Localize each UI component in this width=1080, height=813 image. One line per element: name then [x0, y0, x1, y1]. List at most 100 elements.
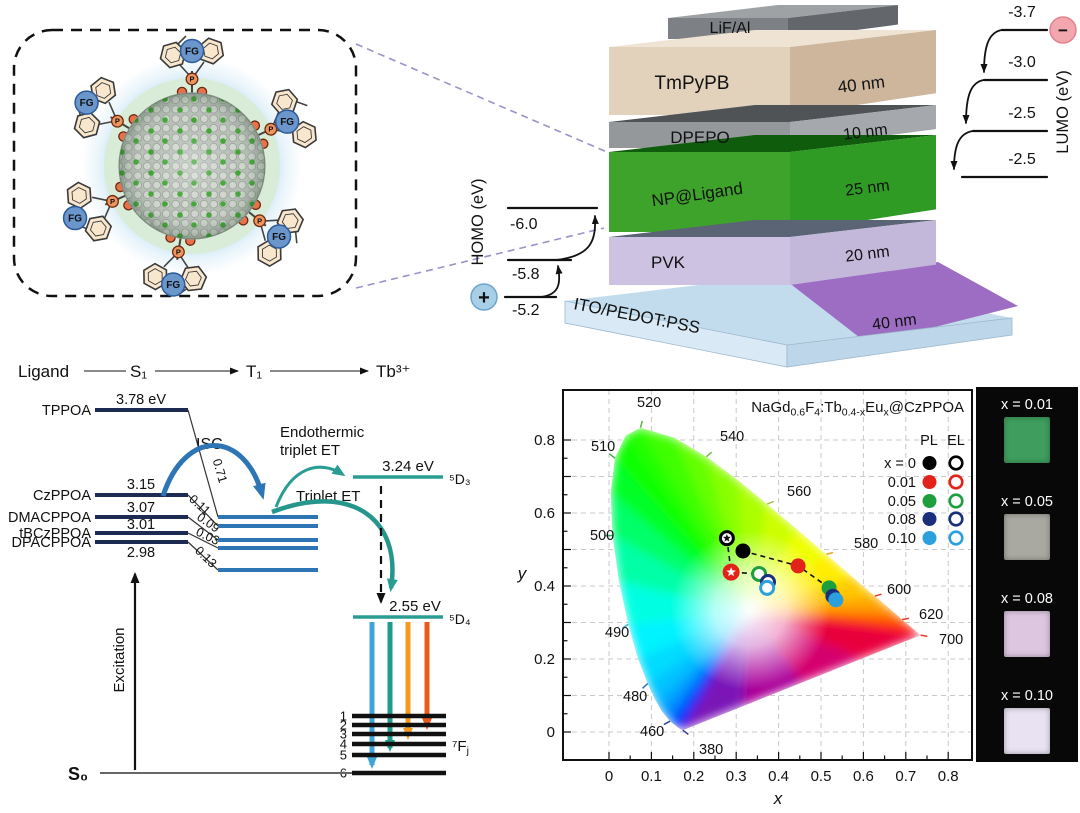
fg-label: FG: [166, 280, 180, 291]
d3-term: ⁵D₃: [449, 471, 471, 487]
zoom-connector-bottom: [355, 227, 605, 289]
y-tick-label: 0.2: [534, 651, 555, 668]
fg-label: FG: [272, 232, 286, 243]
header-tb: Tb³⁺: [376, 362, 410, 381]
s1-level-name: TPPOA: [42, 403, 91, 419]
fj-label: ⁷Fj: [452, 738, 469, 757]
plot-border: [562, 389, 973, 761]
s1-level-energy: 3.78 eV: [116, 392, 166, 408]
wavelength-tick: [902, 617, 910, 621]
energy-diagram: Ligand S₁ T₁ Tb³⁺ TPPOA 3.78 eV CzPPOA 3.15…: [8, 362, 471, 784]
lumo-value-3: -2.5: [1008, 151, 1036, 168]
header-s1: S₁: [130, 362, 147, 381]
endothermic-label-line1: Endothermic: [280, 424, 365, 441]
p-atom-label: P: [110, 197, 115, 206]
photo-sample: [1004, 417, 1050, 463]
layer-front-face: [609, 237, 790, 285]
pedot-layer: [788, 262, 1018, 344]
y-tick-label: 0.4: [534, 578, 555, 595]
coupling-line: [187, 409, 219, 518]
endothermic-et-arrow: [274, 464, 346, 508]
x-tick-label: 0.6: [853, 768, 874, 785]
endothermic-label-line2: triplet ET: [280, 442, 340, 459]
x-tick-label: 0.5: [811, 768, 832, 785]
y-tick-labels: 0 0.2 0.4 0.6 0.8: [534, 432, 555, 741]
cie-chart: 520540560580600620700510500490480460380 …: [517, 389, 973, 808]
x-tick-label: 0.1: [641, 768, 662, 785]
wavelength-label: 490: [605, 625, 629, 641]
f-level-number: 2: [340, 718, 347, 733]
fg-circle: [74, 90, 99, 115]
legend-row-label: 0.01: [888, 475, 916, 491]
legend-pl-marker: [922, 531, 937, 545]
star-marker: [726, 567, 736, 577]
s1-level-name: tBCzPPOA: [19, 526, 91, 542]
x-tick-label: 0.3: [726, 768, 747, 785]
photo-sample: [1004, 611, 1050, 657]
wavelength-label: 460: [640, 724, 664, 740]
header-ligand: Ligand: [18, 362, 69, 381]
homo-annotation: HOMO (eV) -6.0 -5.8 -5.2 +: [469, 178, 599, 319]
photo-label: x = 0.05: [1001, 494, 1053, 510]
photo-label: x = 0.10: [1001, 688, 1053, 704]
fg-circle: [266, 224, 292, 249]
layer-thickness: 40 nm: [871, 311, 917, 333]
layer-side-face: [790, 30, 936, 115]
d4-energy: 2.55 eV: [389, 598, 441, 615]
legend-row-label: x = 0: [884, 456, 916, 472]
wavelength-label: 580: [854, 536, 878, 552]
legend-el-marker: [948, 493, 964, 509]
layer-side-face: [790, 220, 936, 285]
x-tick-label: 0.8: [938, 768, 959, 785]
lumo-axis-label: LUMO (eV): [1054, 70, 1072, 153]
wavelength-tick: [682, 729, 689, 735]
t1-levels: [218, 515, 318, 572]
el-device-photo: x = 0.10: [976, 688, 1078, 754]
top-panel: FG P FG P FG P FG P FG P FG P LiF/Al TmPyPB 40 nm DPEP…: [12, 4, 1077, 368]
y-tick-label: 0.8: [534, 432, 555, 449]
wavelength-tick: [874, 593, 882, 597]
el-device-photo: x = 0.01: [976, 397, 1078, 463]
layer-name: TmPyPB: [655, 73, 730, 94]
wavelength-tick: [920, 634, 928, 638]
lumo-value-2: -2.5: [1008, 105, 1036, 122]
coupling-value: 0.71: [210, 457, 230, 484]
photo-label: x = 0.08: [1001, 591, 1053, 607]
s1-levels: TPPOA 3.78 eV CzPPOA 3.15 DMACPPOA 3.07 tBCzPP…: [8, 392, 188, 561]
photo-label: x = 0.01: [1001, 397, 1053, 413]
triplet-et-arrow: [271, 499, 398, 592]
pl-point: [790, 558, 806, 574]
layer-thickness: 25 nm: [844, 177, 890, 199]
coupling-line: [187, 516, 219, 541]
x-tick-label: 0: [605, 768, 613, 785]
layer-side-face: [790, 135, 936, 232]
fg-label: FG: [185, 47, 199, 58]
fg-label: FG: [80, 98, 94, 109]
s1-level-energy: 2.98: [127, 545, 155, 561]
wavelength-tick: [766, 500, 774, 505]
cie-title: NaGd0.6F4:Tb0.4-xEux@CzPPOA: [751, 399, 964, 419]
legend-row-label: 0.10: [888, 531, 916, 547]
legend-el-header: EL: [947, 433, 965, 449]
coupling-line: [187, 532, 219, 549]
wavelength-label: 510: [591, 439, 615, 455]
layer-top-face: [609, 30, 936, 47]
wavelength-labels: 520 540 560 580 600 620 700 510 500 490 480 460 380: [590, 395, 963, 758]
legend-pl-marker: [922, 456, 937, 470]
layer-name: DPEPO: [670, 128, 730, 147]
f-levels: 123456: [340, 709, 446, 781]
device-stack: [564, 5, 1018, 368]
layer-top-face: [609, 105, 936, 122]
y-tick-label: 0.6: [534, 505, 555, 522]
hole-carrier-icon: [470, 283, 498, 311]
wavelength-tick: [621, 623, 629, 629]
layer-top-face: [668, 5, 898, 18]
el-device-photo: x = 0.05: [976, 494, 1078, 560]
header-t1: T₁: [246, 362, 262, 381]
fg-label: FG: [280, 117, 294, 128]
x-tick-labels: 0 0.1 0.2 0.3 0.4 0.5 0.6 0.7 0.8: [605, 768, 959, 785]
d3-energy: 3.24 eV: [382, 458, 434, 475]
chart-legend: NaGd0.6F4:Tb0.4-xEux@CzPPOA PL EL x = 0 0.01…: [751, 399, 965, 547]
el-point: [759, 579, 776, 596]
